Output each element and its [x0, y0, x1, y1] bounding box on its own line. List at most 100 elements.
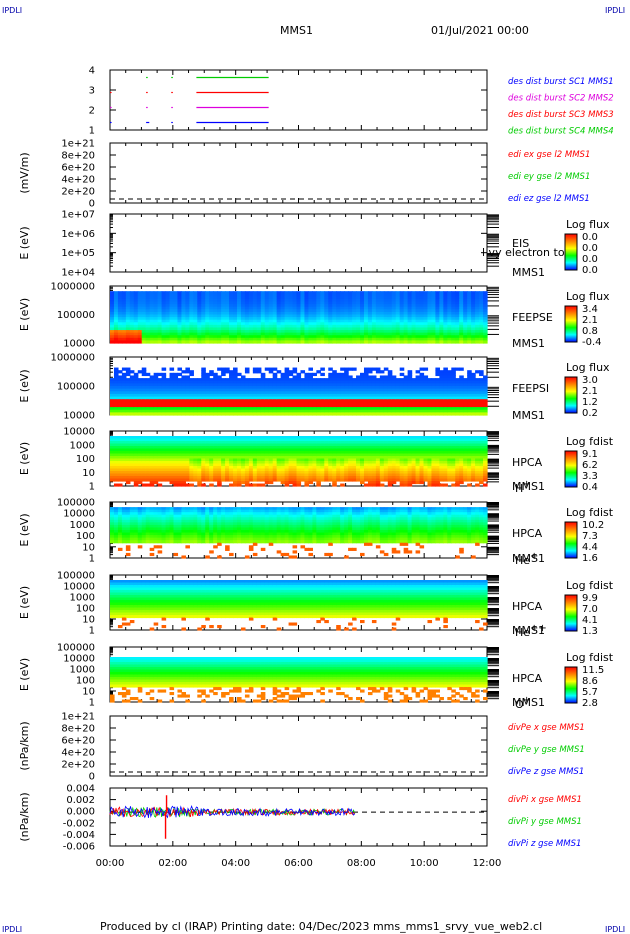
- spectrogram-cell: [431, 335, 437, 339]
- spectrogram-cell: [110, 463, 115, 467]
- spectrogram-cell: [371, 330, 377, 334]
- spectrogram-cell: [260, 304, 266, 308]
- spectrogram-cell: [260, 330, 266, 334]
- spectrogram-cell: [256, 466, 262, 470]
- spectrogram-cell: [403, 306, 409, 310]
- spectrogram-cell: [173, 340, 179, 344]
- spectrogram-cell: [360, 306, 365, 310]
- spectrogram-cell: [483, 409, 488, 413]
- spectrogram-cell: [110, 291, 115, 295]
- spectrogram-cell: [213, 476, 218, 480]
- spectrogram-cell: [451, 393, 456, 398]
- spectrogram-cell: [185, 327, 190, 331]
- spectrogram-cell: [229, 317, 234, 321]
- spectrogram-cell: [197, 296, 202, 300]
- spectrogram-cell: [467, 388, 472, 392]
- spectrogram-cell: [153, 314, 159, 318]
- spectrogram-cell: [145, 393, 151, 398]
- spectrogram-cell: [391, 412, 397, 416]
- spectrogram-cell: [233, 436, 238, 440]
- spectrogram-cell: [205, 340, 210, 344]
- spectrogram-cell: [137, 453, 143, 457]
- spectrogram-cell: [225, 473, 230, 477]
- spectrogram-cell: [256, 386, 262, 390]
- spectrogram-cell: [145, 412, 151, 416]
- spectrogram-cell: [431, 330, 437, 334]
- spectrogram-cell: [296, 378, 302, 382]
- spectrogram-cell: [292, 438, 298, 442]
- spectrogram-cell: [201, 458, 206, 462]
- spectrogram-cell: [332, 407, 337, 411]
- spectrogram-cell: [256, 314, 262, 318]
- spectrogram-cell: [129, 441, 135, 445]
- spectrogram-cell: [399, 340, 405, 344]
- spectrogram-cell: [348, 393, 353, 398]
- spectrogram-cell: [447, 401, 452, 406]
- spectrogram-cell: [165, 407, 171, 411]
- spectrogram-cell: [153, 386, 159, 390]
- spectrogram-cell: [233, 375, 238, 379]
- spectrogram-cell: [244, 327, 250, 331]
- spectrogram-cell: [296, 296, 302, 300]
- spectrogram-cell: [236, 330, 242, 334]
- spectrogram-cell: [221, 404, 226, 408]
- spectrogram-cell: [205, 388, 210, 392]
- spectrogram-cell: [189, 471, 194, 475]
- spectrogram-cell: [209, 407, 214, 411]
- spectrogram-cell: [451, 386, 456, 390]
- spectrogram-cell: [117, 314, 123, 318]
- spectrogram-cell: [189, 451, 194, 455]
- spectrogram-cell: [157, 332, 163, 336]
- spectrogram-cell: [137, 466, 143, 470]
- spectrogram-cell: [201, 301, 206, 305]
- spectrogram-cell: [427, 386, 433, 390]
- spectrogram-cell: [423, 391, 429, 395]
- spectrogram-cell: [383, 383, 389, 387]
- spectrogram-cell: [117, 409, 123, 413]
- spectrogram-cell: [193, 461, 198, 465]
- spectrogram-cell: [244, 438, 250, 442]
- spectrogram-cell: [133, 453, 139, 457]
- spectrogram-cell: [129, 301, 135, 305]
- spectrogram-cell: [177, 314, 183, 318]
- spectrogram-cell: [304, 453, 310, 457]
- spectrogram-cell: [348, 335, 353, 339]
- spectrogram-cell: [360, 409, 365, 413]
- spectrogram-cell: [276, 370, 282, 374]
- spectrogram-cell: [272, 404, 278, 408]
- spectrogram-cell: [332, 322, 337, 326]
- spectrogram-cell: [244, 443, 250, 447]
- spectrogram-cell: [467, 301, 472, 305]
- spectrogram-cell: [129, 393, 135, 398]
- spectrogram-cell: [161, 383, 167, 387]
- spectrogram-cell: [399, 296, 405, 300]
- spectrogram-cell: [463, 298, 468, 303]
- spectrogram-cell: [371, 391, 377, 395]
- spectrogram-cell: [197, 337, 202, 342]
- spectrogram-cell: [288, 401, 294, 406]
- spectrogram-cell: [363, 330, 369, 334]
- spectrogram-cell: [252, 399, 258, 403]
- spectrogram-cell: [395, 293, 401, 297]
- spectrogram-cell: [221, 468, 226, 472]
- spectrogram-cell: [193, 340, 198, 344]
- spectrogram-cell: [173, 335, 179, 339]
- spectrogram-cell: [415, 311, 421, 316]
- spectrogram-cell: [348, 391, 353, 395]
- spectrogram-cell: [340, 337, 345, 342]
- spectrogram-cell: [340, 306, 345, 310]
- spectrogram-cell: [395, 332, 401, 336]
- spectrogram-cell: [157, 443, 163, 447]
- spectrogram-cell: [284, 456, 290, 460]
- spectrogram-cell: [260, 296, 266, 300]
- spectrogram-cell: [419, 301, 425, 305]
- spectrogram-cell: [236, 311, 242, 316]
- spectrogram-cell: [141, 291, 147, 295]
- spectrogram-cell: [133, 291, 139, 295]
- spectrogram-cell: [236, 337, 242, 342]
- spectrogram-cell: [352, 386, 357, 390]
- spectrogram-cell: [193, 436, 198, 440]
- spectrogram-cell: [113, 378, 119, 382]
- spectrogram-cell: [371, 409, 377, 413]
- spectrogram-cell: [129, 396, 135, 400]
